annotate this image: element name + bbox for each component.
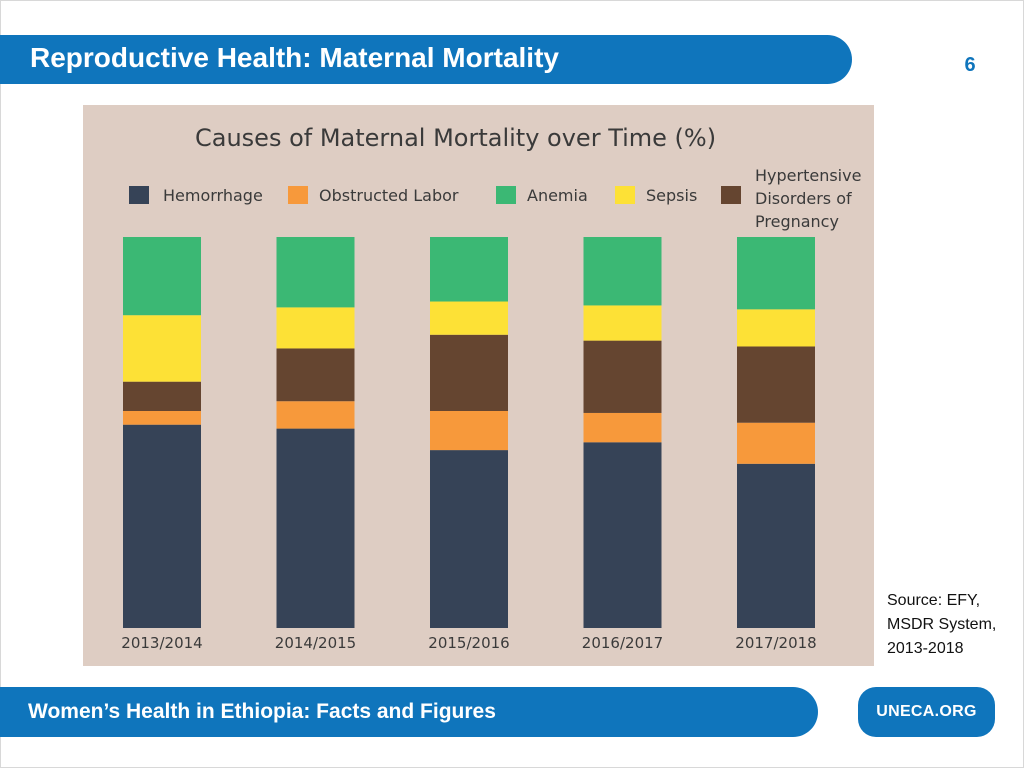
brand-link-badge[interactable]: UNECA.ORG	[858, 687, 995, 737]
legend-swatch-hemorrhage	[129, 186, 149, 204]
x-tick-label: 2017/2018	[735, 634, 816, 652]
bar-segment-obstructed-labor-2017-2018	[737, 422, 815, 464]
bar-segment-hypertensive-disorders-of-pregnancy-2017-2018	[737, 346, 815, 423]
chart-x-axis-labels: 2013/2014 2014/2015 2015/2016 2016/2017 2017…	[121, 634, 816, 652]
source-line-1: Source: EFY,	[887, 592, 981, 609]
footer-title: Women’s Health in Ethiopia: Facts and Fi…	[28, 700, 496, 723]
bar-segment-obstructed-labor-2015-2016	[430, 410, 508, 451]
bar-segment-hypertensive-disorders-of-pregnancy-2014-2015	[276, 348, 355, 402]
x-tick-label: 2013/2014	[121, 634, 202, 652]
bar-segment-obstructed-labor-2016-2017	[583, 412, 662, 443]
chart-panel: Causes of Maternal Mortality over Time (…	[83, 105, 874, 666]
bar-segment-hypertensive-disorders-of-pregnancy-2015-2016	[430, 334, 508, 411]
source-note: Source: EFY, MSDR System, 2013-2018	[887, 589, 1017, 661]
x-tick-label: 2015/2016	[428, 634, 509, 652]
bar-segment-hypertensive-disorders-of-pregnancy-2013-2014	[123, 381, 201, 411]
source-line-3: 2013-2018	[887, 640, 964, 657]
bar-segment-hemorrhage-2015-2016	[430, 450, 508, 628]
x-tick-label: 2016/2017	[582, 634, 663, 652]
legend-label-sepsis: Sepsis	[646, 186, 697, 205]
legend-swatch-sepsis	[615, 186, 635, 204]
bar-segment-sepsis-2015-2016	[430, 301, 508, 335]
bar-segment-hemorrhage-2013-2014	[123, 424, 201, 628]
bar-segment-sepsis-2014-2015	[276, 307, 355, 349]
legend-swatch-obstructed-labor	[288, 186, 308, 204]
bar-segment-hemorrhage-2014-2015	[276, 428, 355, 628]
legend-label-hypertensive-disorders-of-pregnancy: Hypertensive Disorders of Pregnancy	[755, 166, 861, 231]
x-tick-label: 2014/2015	[275, 634, 356, 652]
legend-label-obstructed-labor: Obstructed Labor	[319, 186, 459, 205]
bar-segment-anemia-2016-2017	[583, 237, 662, 306]
slide-title: Reproductive Health: Maternal Mortality	[30, 42, 559, 73]
bar-segment-sepsis-2013-2014	[123, 315, 201, 382]
chart-legend: Hemorrhage Obstructed Labor Anemia Sepsis Hy…	[129, 166, 861, 231]
bar-segment-anemia-2015-2016	[430, 237, 508, 302]
bar-segment-sepsis-2016-2017	[583, 305, 662, 341]
legend-label-anemia: Anemia	[527, 186, 588, 205]
bar-segment-hypertensive-disorders-of-pregnancy-2016-2017	[583, 340, 662, 413]
bar-segment-obstructed-labor-2014-2015	[276, 401, 355, 429]
bar-segment-hemorrhage-2016-2017	[583, 442, 662, 628]
page-number: 6	[964, 54, 976, 76]
bar-segment-sepsis-2017-2018	[737, 309, 815, 347]
legend-swatch-anemia	[496, 186, 516, 204]
bar-segment-anemia-2014-2015	[276, 237, 355, 308]
chart-title: Causes of Maternal Mortality over Time (…	[195, 124, 716, 152]
legend-label-hemorrhage: Hemorrhage	[163, 186, 263, 205]
bar-segment-anemia-2017-2018	[737, 237, 815, 310]
bar-segment-anemia-2013-2014	[123, 237, 201, 316]
stacked-bar-chart: Causes of Maternal Mortality over Time (…	[121, 124, 861, 652]
bar-segment-hemorrhage-2017-2018	[737, 463, 815, 628]
legend-swatch-hypertensive-disorders-of-pregnancy	[721, 186, 741, 204]
source-line-2: MSDR System,	[887, 616, 997, 633]
footer-bar: Women’s Health in Ethiopia: Facts and Fi…	[0, 687, 818, 737]
title-bar: Reproductive Health: Maternal Mortality	[0, 35, 852, 84]
bar-segment-obstructed-labor-2013-2014	[123, 410, 201, 425]
chart-bars	[123, 237, 815, 628]
